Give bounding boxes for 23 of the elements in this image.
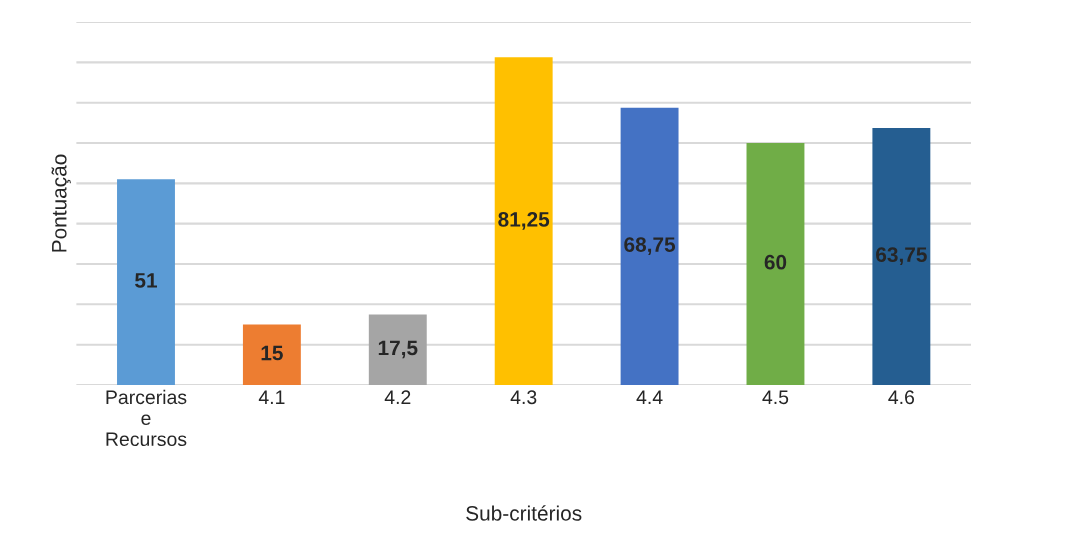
- bar: [242, 324, 301, 385]
- x-tick-label: 4.3: [510, 390, 537, 405]
- x-tick-label: 4.2: [384, 390, 411, 404]
- x-tick-label: 4.5: [762, 390, 789, 405]
- bar: [368, 314, 427, 385]
- bar: [494, 57, 553, 385]
- data-label: 68,75: [624, 237, 676, 255]
- data-label: 17,5: [378, 340, 418, 359]
- bar: [620, 107, 679, 385]
- bar: [746, 143, 805, 385]
- data-label: 15: [261, 345, 283, 361]
- data-label: 60: [764, 254, 787, 270]
- x-axis-title: Sub-critérios: [466, 505, 582, 521]
- data-label: 81,25: [498, 211, 550, 230]
- x-tick-label: 4.4: [636, 390, 663, 404]
- data-label: 51: [135, 273, 157, 288]
- bar: [872, 127, 931, 385]
- x-tick-label: 4.6: [888, 390, 915, 405]
- bar: [117, 179, 175, 385]
- x-tick-label: Parcerias e Recursos: [106, 389, 187, 447]
- data-label: 63,75: [876, 247, 927, 266]
- x-tick-label: 4.1: [258, 390, 285, 404]
- y-axis-title: Pontuação: [51, 154, 71, 252]
